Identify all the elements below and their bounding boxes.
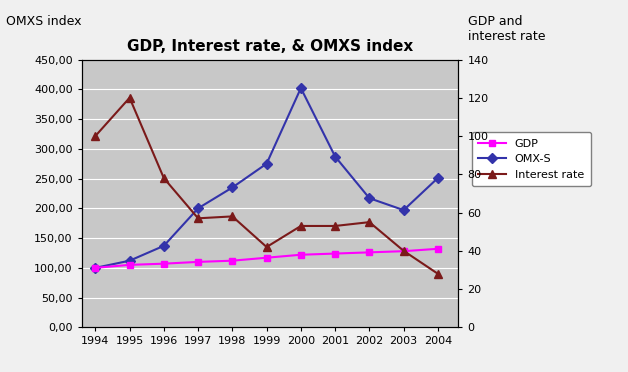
Title: GDP, Interest rate, & OMXS index: GDP, Interest rate, & OMXS index bbox=[127, 39, 413, 54]
Legend: GDP, OMX-S, Interest rate: GDP, OMX-S, Interest rate bbox=[472, 132, 591, 186]
GDP bbox=[365, 250, 373, 254]
OMX-S bbox=[434, 176, 441, 180]
GDP bbox=[160, 262, 168, 266]
OMX-S bbox=[365, 196, 373, 201]
Interest rate bbox=[365, 220, 373, 224]
OMX-S bbox=[263, 161, 271, 166]
OMX-S bbox=[332, 154, 339, 159]
GDP bbox=[92, 266, 99, 270]
OMX-S bbox=[126, 259, 133, 263]
GDP bbox=[400, 249, 408, 253]
Interest rate bbox=[160, 176, 168, 180]
GDP bbox=[263, 256, 271, 260]
OMX-S bbox=[400, 208, 408, 212]
OMX-S bbox=[297, 86, 305, 90]
Interest rate bbox=[400, 248, 408, 253]
Interest rate bbox=[263, 245, 271, 249]
OMX-S bbox=[160, 244, 168, 248]
Interest rate bbox=[126, 96, 133, 100]
OMX-S bbox=[194, 206, 202, 211]
GDP bbox=[229, 259, 236, 263]
Text: OMXS index: OMXS index bbox=[6, 15, 82, 28]
GDP bbox=[297, 253, 305, 257]
Interest rate bbox=[92, 134, 99, 138]
OMX-S bbox=[229, 185, 236, 190]
Interest rate bbox=[194, 216, 202, 221]
Interest rate bbox=[332, 224, 339, 228]
Line: OMX-S: OMX-S bbox=[92, 84, 441, 271]
Interest rate bbox=[434, 272, 441, 276]
Text: GDP and
interest rate: GDP and interest rate bbox=[468, 15, 545, 43]
GDP bbox=[434, 247, 441, 251]
Line: GDP: GDP bbox=[92, 245, 441, 271]
Interest rate bbox=[297, 224, 305, 228]
Interest rate bbox=[229, 214, 236, 219]
GDP bbox=[332, 251, 339, 256]
GDP bbox=[194, 260, 202, 264]
Line: Interest rate: Interest rate bbox=[91, 94, 442, 278]
OMX-S bbox=[92, 266, 99, 270]
GDP bbox=[126, 263, 133, 267]
